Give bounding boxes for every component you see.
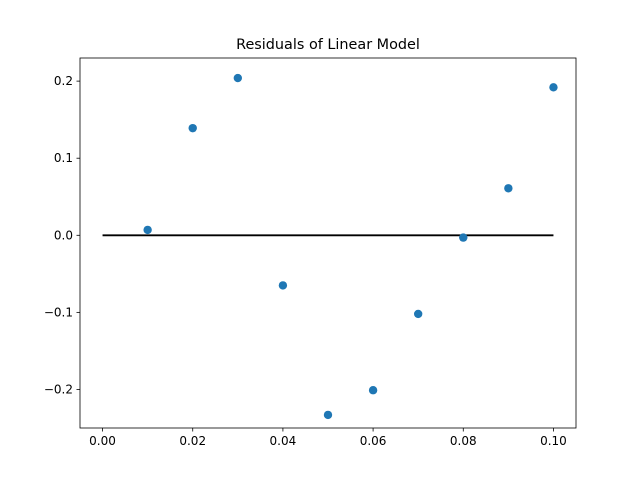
x-axis-ticks: 0.00 0.02 0.04 0.06 0.08 0.10 xyxy=(89,428,567,448)
y-tick-label: 0.0 xyxy=(54,228,73,242)
axes-frame xyxy=(79,57,577,429)
residual-point xyxy=(549,83,558,92)
residual-point xyxy=(459,233,468,242)
residual-point xyxy=(413,309,423,319)
residual-point xyxy=(323,410,333,420)
x-tick-label: 0.02 xyxy=(179,434,206,448)
residual-point xyxy=(368,386,378,395)
y-tick-label: 0.2 xyxy=(54,74,73,88)
x-tick-label: 0.10 xyxy=(540,434,567,448)
y-axis-ticks: −0.2 −0.1 0.0 0.1 0.2 xyxy=(44,74,80,396)
residual-points xyxy=(143,73,558,420)
y-tick-label: −0.1 xyxy=(44,305,73,319)
x-tick-label: 0.08 xyxy=(450,434,477,448)
residual-point xyxy=(278,281,288,290)
residual-point xyxy=(504,184,513,193)
y-tick-label: −0.2 xyxy=(44,382,73,396)
x-tick-label: 0.06 xyxy=(360,434,387,448)
residual-point xyxy=(233,73,243,83)
x-tick-label: 0.00 xyxy=(89,434,116,448)
y-tick-label: 0.1 xyxy=(54,151,73,165)
chart-title: Residuals of Linear Model xyxy=(236,37,420,53)
x-tick-label: 0.04 xyxy=(270,434,297,448)
residual-point xyxy=(188,123,197,133)
residual-point xyxy=(143,225,152,235)
